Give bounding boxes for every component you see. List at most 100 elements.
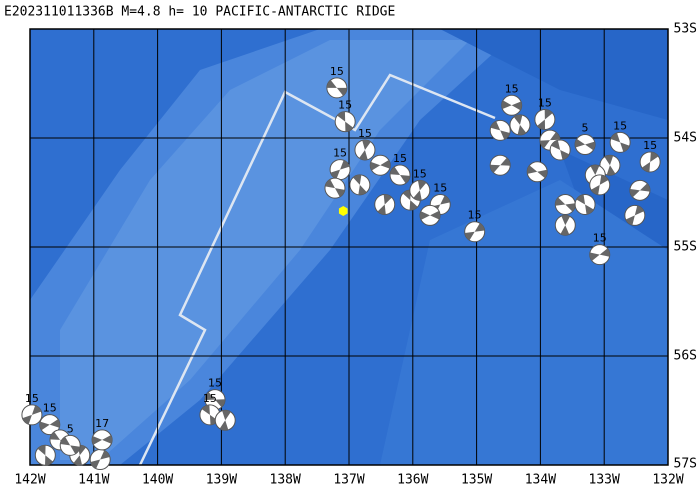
beachball [609,131,631,153]
beachball-quadrant [555,197,576,212]
beachball [389,164,411,186]
depth-label: 17 [95,417,109,430]
beachball-quadrant [641,152,659,172]
beachball-quadrant [591,174,609,195]
beachball [554,193,576,215]
depth-label: 15 [358,127,372,140]
beachball-quadrant [420,210,441,220]
beachball-quadrant [377,194,392,215]
beachball-quadrant [22,405,42,425]
beachball-quadrant [37,445,53,466]
beachball-quadrant [330,160,350,179]
beachball [489,119,511,141]
beachball-quadrant [575,138,596,151]
beachball-quadrant [326,80,347,96]
beachball [526,161,548,183]
beachball-quadrant [610,132,630,152]
beachball-quadrant [527,165,548,179]
beachball [574,193,596,215]
beachball-quadrant [402,190,418,211]
y-tick-label: 53S [674,22,697,37]
x-tick-label: 139W [206,473,237,488]
beachball [91,429,113,451]
y-tick-label: 57S [674,457,697,472]
beachball-quadrant [490,157,511,173]
beachball-quadrant [337,111,354,132]
beachball [589,244,611,266]
beachball [624,204,646,226]
beachball [34,444,56,466]
depth-label: 15 [538,96,552,109]
depth-label: 5 [67,422,74,435]
x-tick-label: 140W [142,473,173,488]
beachball [599,154,621,176]
beachball [214,409,236,431]
beachball [554,214,576,236]
beachball-quadrant [625,205,644,226]
depth-label: 15 [330,65,344,78]
beachball-quadrant [576,194,594,215]
x-tick-label: 134W [525,473,556,488]
beachball [39,414,61,436]
depth-label: 15 [333,147,347,160]
epicenter [338,206,348,217]
beachball-quadrant [539,132,560,149]
beachball-quadrant [501,100,522,111]
beachball [501,94,523,116]
x-tick-label: 136W [397,473,428,488]
beachball [354,139,376,161]
x-tick-label: 135W [461,473,492,488]
depth-label: 15 [593,232,607,245]
depth-label: 15 [43,402,57,415]
beachball [21,404,43,426]
beachball-quadrant [73,445,86,466]
x-tick-label: 132W [652,473,683,488]
beachball-quadrant [370,159,391,171]
beachball-quadrant [390,166,411,184]
depth-label: 15 [433,181,447,194]
beachball-quadrant [537,109,553,130]
beachball [89,449,111,471]
beachball [534,108,556,130]
beachball [419,204,441,226]
beachball [489,154,511,176]
beachball-quadrant [359,139,371,160]
beachball-quadrant [60,436,81,455]
y-tick-label: 55S [674,240,697,255]
beachball-quadrant [205,391,226,408]
beachball-quadrant [513,114,527,135]
beachball [639,151,661,173]
x-tick-label: 137W [333,473,364,488]
beachball [574,134,596,156]
beachball [374,193,396,215]
beachball-quadrant [490,121,510,140]
x-tick-label: 141W [78,473,109,488]
x-tick-label: 138W [270,473,301,488]
beachball-quadrant [90,450,110,469]
beachball-quadrant [353,174,367,195]
beachball-quadrant [413,180,427,201]
depth-label: 15 [413,167,427,180]
beachball-quadrant [464,223,485,241]
beachball [464,221,486,243]
beachball-quadrant [560,215,571,236]
map-title: E202311011336B M=4.8 h= 10 PACIFIC-ANTAR… [4,5,395,20]
depth-label: 15 [613,119,627,132]
y-tick-label: 54S [674,131,697,146]
beachball [334,111,356,133]
beachball [329,159,351,181]
depth-label: 15 [203,392,217,405]
depth-label: 15 [208,377,222,390]
beachball-quadrant [629,183,650,198]
depth-label: 15 [643,139,657,152]
beachball [509,114,531,136]
x-tick-label: 133W [589,473,620,488]
beachball-quadrant [604,155,616,176]
depth-label: 15 [468,209,482,222]
beachball-quadrant [219,410,231,431]
depth-label: 15 [505,82,519,95]
depth-label: 15 [393,152,407,165]
depth-label: 15 [338,99,352,112]
beachball [324,177,346,199]
